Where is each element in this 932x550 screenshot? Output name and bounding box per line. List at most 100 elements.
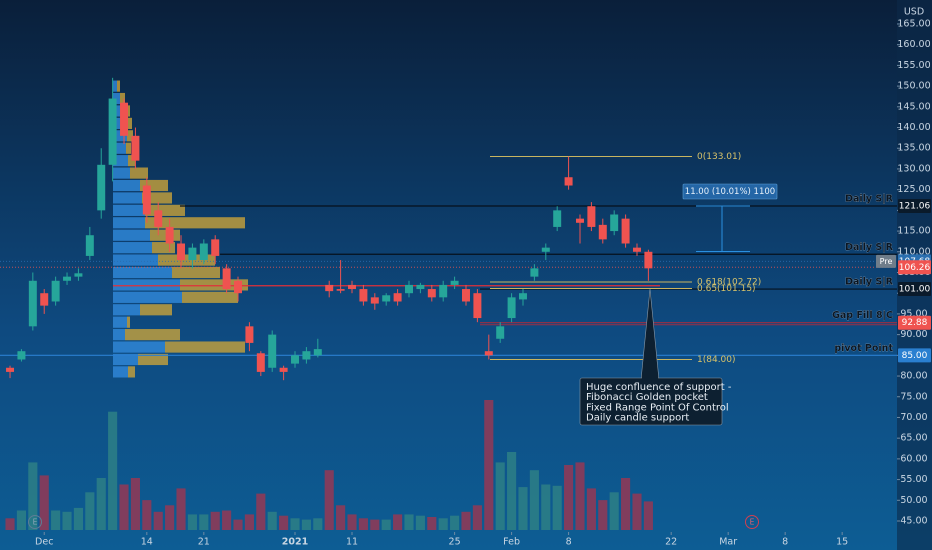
candle-body bbox=[154, 210, 163, 227]
candle-body bbox=[496, 326, 505, 339]
profile-up bbox=[113, 279, 180, 291]
candle-body bbox=[313, 349, 322, 356]
y-tick-label: 45.00 bbox=[900, 516, 927, 527]
y-tick-label: 70.00 bbox=[900, 412, 927, 423]
price-badge-label: 92.88 bbox=[902, 318, 928, 328]
volume-bar bbox=[130, 478, 140, 530]
candle-body bbox=[587, 206, 596, 227]
volume-bar bbox=[210, 511, 220, 530]
volume-bar bbox=[176, 488, 186, 530]
volume-bar bbox=[393, 514, 403, 530]
volume-bar bbox=[28, 462, 38, 530]
profile-up bbox=[113, 217, 145, 229]
volume-bar bbox=[119, 484, 129, 530]
event-label: E bbox=[750, 518, 755, 527]
candle-body bbox=[541, 247, 550, 252]
x-tick-label: 11 bbox=[346, 537, 358, 548]
volume-bar bbox=[301, 519, 311, 530]
volume-bar bbox=[529, 470, 539, 530]
y-tick-label: 165.00 bbox=[897, 18, 930, 29]
volume-bar bbox=[96, 478, 106, 530]
candle-body bbox=[416, 284, 425, 290]
event-icon bbox=[745, 515, 759, 529]
volume-bar bbox=[461, 511, 471, 530]
candle-body bbox=[553, 210, 562, 227]
y-tick-label: 75.00 bbox=[900, 391, 927, 402]
measure-box bbox=[682, 183, 778, 200]
profile-up bbox=[113, 341, 165, 353]
y-tick-label: 135.00 bbox=[897, 143, 930, 154]
y-tick-label: 90.00 bbox=[900, 329, 927, 340]
volume-bar bbox=[564, 465, 574, 530]
event-label: E bbox=[33, 518, 38, 527]
volume-bar bbox=[199, 514, 209, 530]
volume-bar bbox=[267, 511, 277, 530]
profile-up bbox=[113, 329, 125, 341]
volume-bar bbox=[108, 411, 118, 530]
fib-label: 0.618(102.72) bbox=[697, 277, 761, 287]
level-label: pivot Point bbox=[834, 343, 893, 354]
volume-bar bbox=[575, 462, 585, 530]
candle-body bbox=[302, 351, 311, 360]
volume-bar bbox=[222, 510, 232, 530]
x-tick-label: 8 bbox=[782, 537, 788, 548]
callout-join bbox=[642, 377, 658, 380]
y-tick-label: 145.00 bbox=[897, 101, 930, 112]
candle-body bbox=[348, 284, 356, 290]
candle-body bbox=[405, 284, 413, 294]
x-tick-label: 22 bbox=[665, 537, 677, 548]
profile-down bbox=[165, 341, 245, 353]
profile-down bbox=[140, 179, 168, 192]
candle-body bbox=[142, 185, 151, 215]
price-badge bbox=[898, 198, 931, 213]
volume-bar bbox=[598, 500, 608, 530]
volume-bar bbox=[313, 518, 323, 530]
x-tick-label: Mar bbox=[719, 537, 737, 548]
volume-bar bbox=[16, 510, 26, 530]
volume-bar bbox=[552, 485, 562, 530]
volume-bar bbox=[165, 505, 175, 530]
candle-body bbox=[393, 293, 402, 302]
profile-down bbox=[180, 279, 248, 291]
candle-body bbox=[165, 226, 174, 244]
volume-bar bbox=[472, 505, 482, 530]
volume-bar bbox=[381, 519, 391, 530]
volume-bar bbox=[5, 518, 15, 530]
candle-body bbox=[279, 367, 288, 372]
profile-down bbox=[150, 229, 180, 241]
candle-body bbox=[564, 177, 573, 186]
profile-down bbox=[127, 130, 133, 142]
profile-down bbox=[142, 192, 172, 204]
volume-bar bbox=[541, 484, 551, 530]
y-tick-label: 150.00 bbox=[897, 81, 930, 92]
volume-bar bbox=[450, 515, 460, 530]
volume-bar bbox=[438, 518, 448, 530]
price-badge bbox=[898, 348, 931, 363]
y-tick-label: 115.00 bbox=[897, 226, 930, 237]
x-tick-label: 14 bbox=[141, 537, 153, 548]
profile-down bbox=[145, 217, 245, 229]
volume-bar bbox=[586, 488, 596, 530]
volume-bar bbox=[244, 514, 254, 530]
candle-body bbox=[439, 284, 448, 298]
candle-body bbox=[131, 135, 140, 161]
candle-body bbox=[245, 326, 254, 343]
profile-down bbox=[125, 117, 132, 129]
candle-body bbox=[325, 284, 334, 292]
callout-text: Huge confluence of support - bbox=[586, 382, 732, 393]
profile-down bbox=[158, 254, 215, 266]
profile-up bbox=[113, 291, 182, 303]
profile-up bbox=[113, 167, 130, 179]
profile-up bbox=[113, 142, 126, 154]
price-badge-label: 121.06 bbox=[899, 201, 931, 211]
profile-up bbox=[113, 105, 122, 117]
volume-bar bbox=[279, 515, 289, 530]
x-tick-label: Feb bbox=[503, 537, 520, 548]
y-tick-label: 65.00 bbox=[900, 433, 927, 444]
volume-bar bbox=[621, 478, 631, 530]
candle-body bbox=[621, 218, 630, 244]
candle-body bbox=[51, 280, 60, 302]
volume-bar bbox=[62, 511, 72, 530]
candle-body bbox=[370, 297, 379, 304]
candle-body bbox=[28, 280, 37, 327]
